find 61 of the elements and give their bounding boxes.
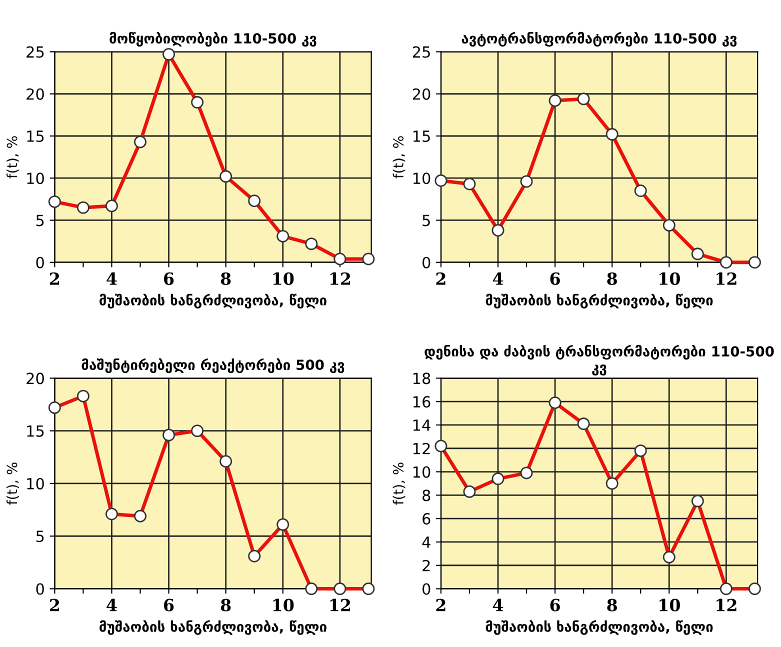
x-tick-label: 10 xyxy=(273,272,294,285)
y-tick-label: 15 xyxy=(27,425,44,437)
y-tick-label: 0 xyxy=(36,256,44,268)
y-tick-label: 0 xyxy=(36,583,44,595)
y-tick-label: 16 xyxy=(413,396,430,408)
x-axis-title: მუშაობის ხანგრძლივობა, წელი xyxy=(100,620,326,635)
y-tick-label: 4 xyxy=(422,536,430,548)
y-axis-title: f(t), % xyxy=(6,136,19,178)
x-tick-label: 6 xyxy=(550,598,560,612)
x-tick-label: 4 xyxy=(492,272,504,285)
y-tick-label: 6 xyxy=(422,513,430,525)
y-tick-label: 10 xyxy=(27,478,44,490)
x-tick-label: 6 xyxy=(164,272,174,285)
y-tick-label: 5 xyxy=(36,530,44,542)
x-tick-label: 2 xyxy=(436,272,446,285)
x-tick-label: 12 xyxy=(330,598,350,612)
x-tick-label: 2 xyxy=(50,272,59,285)
x-axis-title: მუშაობის ხანგრძლივობა, წელი xyxy=(100,294,326,308)
chart-title: ავტოტრანსფორმატორები 110-500 კვ xyxy=(462,32,737,47)
y-tick-label: 5 xyxy=(36,214,44,226)
y-tick-label: 15 xyxy=(27,130,44,142)
y-tick-label: 5 xyxy=(422,214,430,226)
y-tick-label: 12 xyxy=(413,442,430,454)
y-tick-label: 20 xyxy=(26,88,44,100)
x-axis-title: მუშაობის ხანგრძლივობა, წელი xyxy=(486,620,713,635)
x-tick-label: 2 xyxy=(436,598,446,612)
x-tick-label: 10 xyxy=(660,598,680,612)
x-tick-label: 2 xyxy=(50,598,59,612)
y-axis-title: f(t), % xyxy=(392,462,406,505)
x-tick-label: 6 xyxy=(164,598,174,612)
y-tick-label: 20 xyxy=(412,88,430,100)
x-tick-label: 4 xyxy=(106,272,117,285)
x-tick-label: 4 xyxy=(106,598,117,612)
x-tick-label: 8 xyxy=(220,598,231,612)
x-tick-label: 12 xyxy=(716,272,736,285)
y-tick-label: 8 xyxy=(422,490,430,502)
chart-title: მოწყობილობები 110-500 კვ xyxy=(110,32,316,47)
y-tick-label: 14 xyxy=(413,420,430,431)
y-tick-label: 2 xyxy=(422,560,430,572)
x-tick-label: 12 xyxy=(716,598,736,612)
y-tick-label: 25 xyxy=(26,46,44,58)
y-tick-label: 20 xyxy=(26,372,44,384)
x-tick-label: 6 xyxy=(550,272,560,285)
x-axis-title: მუშაობის ხანგრძლივობა, წელი xyxy=(486,294,713,308)
x-tick-label: 10 xyxy=(660,272,680,285)
y-tick-label: 0 xyxy=(422,256,430,268)
x-tick-label: 8 xyxy=(607,598,617,612)
y-tick-label: 15 xyxy=(413,130,430,142)
y-tick-label: 10 xyxy=(413,172,430,184)
y-tick-label: 10 xyxy=(413,466,430,478)
y-axis-title: f(t), % xyxy=(392,136,406,178)
x-tick-label: 8 xyxy=(607,272,617,285)
x-tick-label: 8 xyxy=(220,272,231,285)
chart-title: მაშუნტირებელი რეაქტორები 500 კვ xyxy=(82,358,344,374)
y-tick-label: 10 xyxy=(27,172,44,184)
y-tick-label: 25 xyxy=(412,46,430,58)
x-tick-label: 12 xyxy=(330,272,350,285)
x-tick-label: 10 xyxy=(273,598,294,612)
y-axis-title: f(t), % xyxy=(6,462,19,505)
y-tick-label: 0 xyxy=(422,583,430,595)
x-tick-label: 4 xyxy=(492,598,504,612)
